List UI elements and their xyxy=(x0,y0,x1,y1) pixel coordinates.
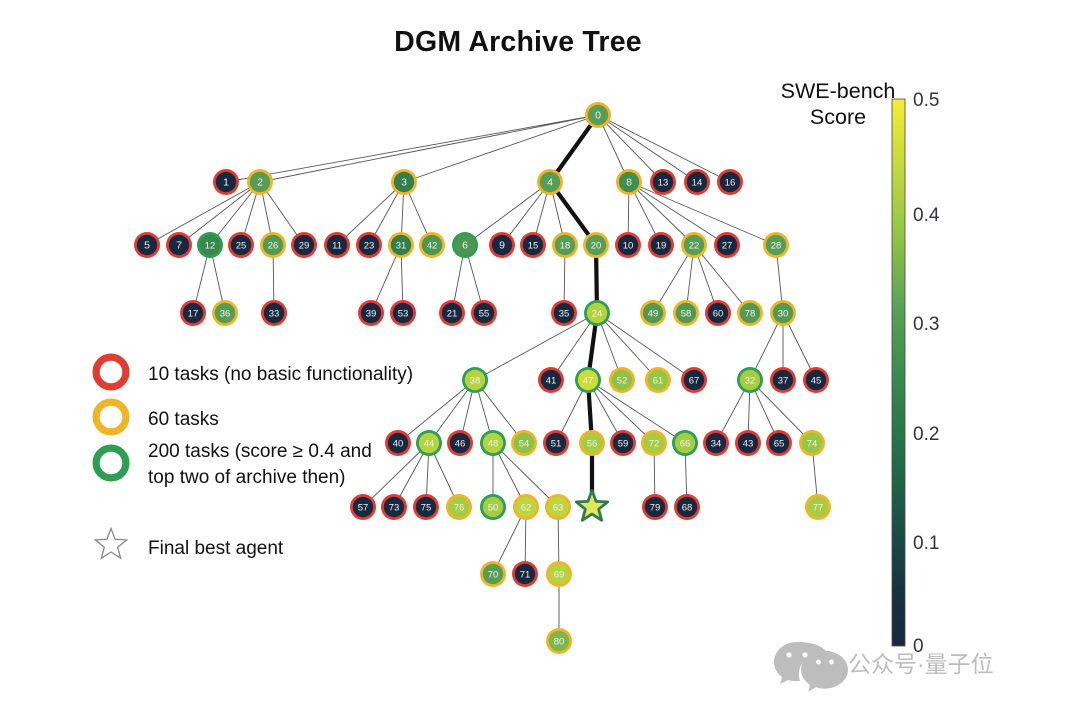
svg-text:75: 75 xyxy=(421,502,432,513)
svg-text:23: 23 xyxy=(364,240,375,251)
svg-text:40: 40 xyxy=(393,438,404,449)
svg-text:31: 31 xyxy=(396,240,407,251)
svg-text:30: 30 xyxy=(778,308,789,319)
svg-text:34: 34 xyxy=(711,438,722,449)
svg-text:52: 52 xyxy=(617,375,628,386)
svg-text:67: 67 xyxy=(689,375,700,386)
svg-text:51: 51 xyxy=(551,438,562,449)
svg-text:5: 5 xyxy=(144,239,150,251)
svg-text:73: 73 xyxy=(389,502,400,513)
svg-text:33: 33 xyxy=(269,308,280,319)
svg-text:56: 56 xyxy=(587,438,598,449)
svg-text:62: 62 xyxy=(521,502,532,513)
svg-text:6: 6 xyxy=(462,239,468,251)
svg-text:42: 42 xyxy=(427,240,438,251)
svg-text:54: 54 xyxy=(519,438,530,449)
svg-text:1: 1 xyxy=(223,176,229,188)
svg-text:38: 38 xyxy=(470,375,481,386)
svg-text:49: 49 xyxy=(648,308,659,319)
svg-text:57: 57 xyxy=(358,502,369,513)
svg-text:9: 9 xyxy=(499,239,505,251)
svg-text:17: 17 xyxy=(188,308,199,319)
svg-text:71: 71 xyxy=(520,569,531,580)
svg-text:13: 13 xyxy=(658,177,669,188)
svg-text:60: 60 xyxy=(713,308,724,319)
svg-text:10: 10 xyxy=(623,240,634,251)
svg-text:55: 55 xyxy=(479,308,490,319)
svg-text:24: 24 xyxy=(592,308,603,319)
svg-text:72: 72 xyxy=(649,438,660,449)
svg-text:26: 26 xyxy=(268,240,279,251)
svg-text:15: 15 xyxy=(528,240,539,251)
svg-text:20: 20 xyxy=(591,240,602,251)
svg-text:50: 50 xyxy=(488,502,499,513)
svg-text:58: 58 xyxy=(681,308,692,319)
svg-text:37: 37 xyxy=(778,375,789,386)
svg-text:27: 27 xyxy=(722,240,733,251)
svg-text:29: 29 xyxy=(299,240,310,251)
svg-text:76: 76 xyxy=(454,502,465,513)
svg-text:63: 63 xyxy=(553,502,564,513)
svg-text:32: 32 xyxy=(745,375,756,386)
svg-text:59: 59 xyxy=(618,438,629,449)
svg-text:74: 74 xyxy=(807,438,818,449)
svg-text:70: 70 xyxy=(488,569,499,580)
svg-text:28: 28 xyxy=(771,240,782,251)
svg-text:44: 44 xyxy=(424,438,435,449)
svg-text:35: 35 xyxy=(559,308,570,319)
svg-text:8: 8 xyxy=(626,176,632,188)
svg-text:46: 46 xyxy=(455,438,466,449)
svg-text:4: 4 xyxy=(547,176,553,188)
svg-text:53: 53 xyxy=(398,308,409,319)
svg-text:21: 21 xyxy=(447,308,458,319)
svg-text:65: 65 xyxy=(774,438,785,449)
svg-text:11: 11 xyxy=(332,240,342,251)
svg-text:3: 3 xyxy=(401,176,407,188)
svg-text:25: 25 xyxy=(236,240,247,251)
svg-text:22: 22 xyxy=(689,240,700,251)
svg-text:43: 43 xyxy=(743,438,754,449)
svg-text:18: 18 xyxy=(560,240,571,251)
svg-text:39: 39 xyxy=(366,308,377,319)
svg-text:48: 48 xyxy=(488,438,499,449)
svg-text:12: 12 xyxy=(205,240,216,251)
svg-text:78: 78 xyxy=(745,308,756,319)
svg-text:19: 19 xyxy=(656,240,667,251)
svg-text:0: 0 xyxy=(595,109,601,121)
svg-text:77: 77 xyxy=(813,502,824,513)
svg-text:69: 69 xyxy=(554,569,565,580)
svg-text:41: 41 xyxy=(546,375,557,386)
svg-text:16: 16 xyxy=(725,177,736,188)
svg-text:45: 45 xyxy=(811,375,822,386)
svg-text:7: 7 xyxy=(176,239,182,251)
svg-text:80: 80 xyxy=(554,636,565,647)
svg-text:79: 79 xyxy=(650,502,661,513)
svg-text:68: 68 xyxy=(682,502,693,513)
svg-text:47: 47 xyxy=(583,375,594,386)
svg-text:61: 61 xyxy=(653,375,664,386)
svg-text:2: 2 xyxy=(257,176,263,188)
svg-text:14: 14 xyxy=(692,177,703,188)
svg-text:66: 66 xyxy=(680,438,691,449)
svg-text:36: 36 xyxy=(220,308,231,319)
